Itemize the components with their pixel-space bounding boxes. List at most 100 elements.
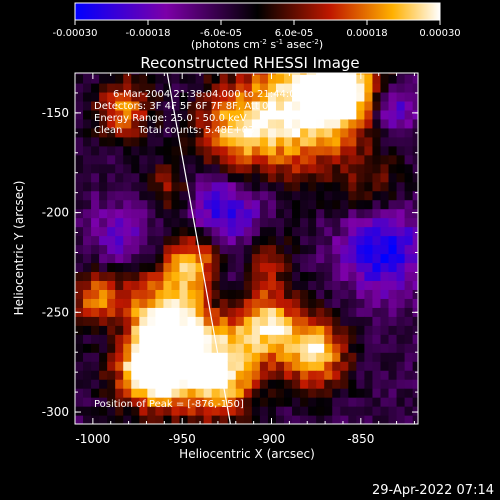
heatmap-cell bbox=[187, 379, 197, 389]
heatmap-cell bbox=[251, 307, 261, 317]
heatmap-cell bbox=[364, 280, 374, 290]
heatmap-cell bbox=[99, 289, 108, 299]
heatmap-cell bbox=[179, 379, 189, 389]
heatmap-cell bbox=[316, 397, 325, 407]
heatmap-cell bbox=[139, 109, 148, 120]
heatmap-cell bbox=[195, 163, 205, 174]
heatmap-cell bbox=[91, 415, 100, 424]
heatmap-cell bbox=[139, 280, 148, 290]
heatmap-cell bbox=[235, 397, 245, 407]
heatmap-cell bbox=[163, 136, 173, 147]
heatmap-cell bbox=[267, 388, 277, 398]
heatmap-cell bbox=[123, 253, 132, 264]
heatmap-cell bbox=[316, 235, 325, 246]
heatmap-cell bbox=[412, 199, 418, 210]
heatmap-cell bbox=[195, 100, 205, 111]
heatmap-cell bbox=[83, 244, 92, 255]
heatmap-cell bbox=[219, 82, 229, 93]
heatmap-cell bbox=[219, 289, 229, 299]
heatmap-cell bbox=[324, 74, 333, 84]
heatmap-cell bbox=[284, 136, 293, 147]
heatmap-cell bbox=[404, 262, 414, 273]
heatmap-cell bbox=[139, 298, 148, 308]
heatmap-cell bbox=[396, 73, 406, 75]
heatmap-cell bbox=[308, 352, 317, 362]
heatmap-cell bbox=[91, 208, 100, 219]
heatmap-cell bbox=[300, 289, 309, 299]
heatmap-cell bbox=[348, 415, 357, 424]
heatmap-cell bbox=[364, 154, 374, 165]
heatmap-cell bbox=[187, 280, 197, 290]
heatmap-cell bbox=[251, 271, 261, 281]
heatmap-cell bbox=[284, 118, 293, 129]
heatmap-cell bbox=[251, 415, 261, 424]
heatmap-cell bbox=[284, 406, 293, 416]
heatmap-cell bbox=[163, 172, 173, 183]
heatmap-cell bbox=[292, 208, 301, 219]
heatmap-cell bbox=[147, 208, 156, 219]
heatmap-cell bbox=[412, 415, 418, 424]
heatmap-cell bbox=[404, 406, 414, 416]
heatmap-cell bbox=[179, 100, 189, 111]
heatmap-cell bbox=[412, 82, 418, 93]
heatmap-cell bbox=[163, 406, 173, 416]
heatmap-cell bbox=[364, 415, 374, 424]
heatmap-cell bbox=[340, 334, 349, 344]
heatmap-cell bbox=[388, 298, 398, 308]
heatmap-cell bbox=[284, 163, 293, 174]
heatmap-cell bbox=[131, 280, 140, 290]
heatmap-cell bbox=[147, 154, 156, 165]
heatmap-cell bbox=[243, 82, 253, 93]
heatmap-cell bbox=[292, 154, 301, 165]
heatmap-cell bbox=[203, 289, 213, 299]
heatmap-cell bbox=[292, 379, 301, 389]
heatmap-cell bbox=[115, 334, 124, 344]
heatmap-cell bbox=[324, 262, 333, 273]
heatmap-cell bbox=[99, 145, 108, 156]
heatmap-cell bbox=[211, 118, 221, 129]
heatmap-cell bbox=[348, 397, 357, 407]
heatmap-cell bbox=[75, 91, 84, 102]
heatmap-cell bbox=[251, 334, 261, 344]
heatmap-cell bbox=[300, 352, 309, 362]
heatmap-cell bbox=[396, 406, 406, 416]
heatmap-cell bbox=[388, 289, 398, 299]
heatmap-cell bbox=[115, 289, 124, 299]
heatmap-cell bbox=[324, 388, 333, 398]
heatmap-cell bbox=[292, 118, 301, 129]
heatmap-cell bbox=[187, 334, 197, 344]
heatmap-cell bbox=[91, 262, 100, 273]
heatmap-cell bbox=[267, 163, 277, 174]
heatmap-cell bbox=[364, 343, 374, 353]
heatmap-cell bbox=[75, 145, 84, 156]
heatmap-cell bbox=[123, 118, 132, 129]
heatmap-cell bbox=[324, 154, 333, 165]
heatmap-cell bbox=[107, 253, 116, 264]
heatmap-cell bbox=[75, 370, 84, 380]
heatmap-cell bbox=[107, 352, 116, 362]
heatmap-cell bbox=[300, 406, 309, 416]
heatmap-cell bbox=[259, 370, 269, 380]
heatmap-cell bbox=[356, 244, 366, 255]
heatmap-cell bbox=[388, 316, 398, 326]
heatmap-cell bbox=[115, 118, 124, 129]
heatmap-cell bbox=[99, 370, 108, 380]
heatmap-cell bbox=[316, 253, 325, 264]
heatmap-cell bbox=[99, 262, 108, 273]
heatmap-cell bbox=[187, 352, 197, 362]
heatmap-cell bbox=[195, 325, 205, 335]
heatmap-cell bbox=[275, 397, 285, 407]
heatmap-cell bbox=[396, 163, 406, 174]
heatmap-cell bbox=[227, 82, 237, 93]
heatmap-cell bbox=[396, 226, 406, 237]
heatmap-cell bbox=[171, 145, 181, 156]
heatmap-cell bbox=[308, 298, 317, 308]
heatmap-cell bbox=[163, 325, 173, 335]
heatmap-cell bbox=[412, 74, 418, 84]
heatmap-cell bbox=[211, 307, 221, 317]
heatmap-cell bbox=[219, 253, 229, 264]
heatmap-cell bbox=[91, 73, 100, 75]
heatmap-cell bbox=[308, 91, 317, 102]
heatmap-cell bbox=[219, 307, 229, 317]
y-tick-label: -150 bbox=[42, 106, 69, 120]
